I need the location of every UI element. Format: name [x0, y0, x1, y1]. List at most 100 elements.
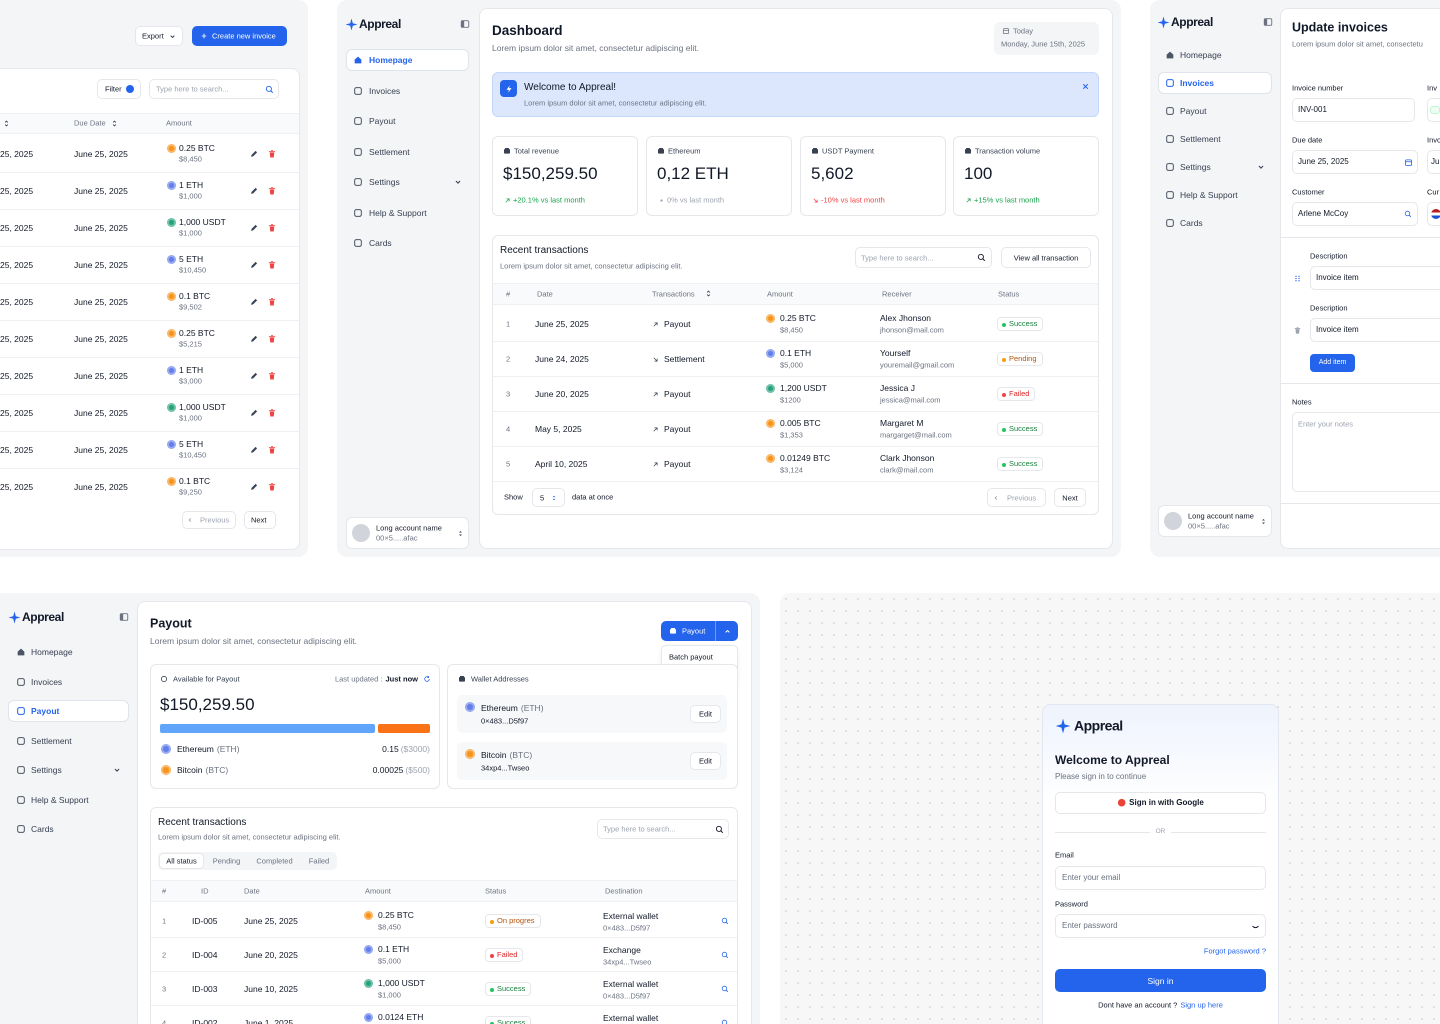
search-icon[interactable]: [721, 1019, 729, 1024]
nav-item[interactable]: Settings: [1180, 161, 1211, 172]
pencil-icon[interactable]: [249, 482, 259, 492]
nav-item[interactable]: Homepage: [1180, 49, 1222, 60]
trash-icon[interactable]: [267, 260, 277, 270]
link[interactable]: Sign up here: [1180, 1000, 1223, 1010]
tab[interactable]: Pending: [212, 856, 241, 866]
trash-icon[interactable]: [267, 223, 277, 233]
nav-item[interactable]: Cards: [369, 237, 392, 248]
trash-icon[interactable]: [267, 149, 277, 159]
primary-button[interactable]: [1055, 969, 1266, 992]
tab[interactable]: All status: [166, 856, 197, 866]
button[interactable]: [1001, 247, 1091, 268]
input[interactable]: [1055, 866, 1266, 890]
pencil-icon[interactable]: [249, 371, 259, 381]
input[interactable]: [1292, 412, 1440, 492]
nav-item[interactable]: Settlement: [1180, 133, 1221, 144]
primary-button[interactable]: [192, 26, 287, 46]
nav-item[interactable]: Help & Support: [369, 207, 427, 218]
input[interactable]: [1310, 318, 1440, 342]
nav-item[interactable]: Payout: [1180, 105, 1207, 116]
chev-icon[interactable]: [453, 177, 463, 187]
nav-item[interactable]: Invoices: [1180, 77, 1215, 88]
select-value[interactable]: 5: [540, 493, 545, 502]
eye-icon[interactable]: [1251, 922, 1260, 931]
search-icon[interactable]: [721, 951, 729, 959]
chev-icon[interactable]: [112, 765, 122, 775]
pencil-icon[interactable]: [249, 334, 259, 344]
button-label[interactable]: Previous: [200, 515, 230, 525]
pencil-icon[interactable]: [249, 260, 259, 270]
nav-item[interactable]: Payout: [31, 705, 60, 716]
button-label[interactable]: Create new invoice: [212, 31, 276, 41]
input-placeholder[interactable]: Enter password: [1062, 921, 1118, 931]
refresh-icon[interactable]: [423, 675, 431, 683]
nav-item[interactable]: Help & Support: [1180, 189, 1238, 200]
nav-item[interactable]: Cards: [31, 823, 54, 834]
pencil-icon[interactable]: [249, 223, 259, 233]
input[interactable]: [1055, 914, 1266, 938]
button-label[interactable]: Export: [142, 31, 164, 41]
textarea-placeholder[interactable]: Enter your notes: [1298, 419, 1354, 429]
button-label[interactable]: Edit: [699, 709, 712, 719]
pencil-icon[interactable]: [249, 445, 259, 455]
input-value[interactable]: Arlene McCoy: [1298, 209, 1349, 219]
search-icon[interactable]: [721, 985, 729, 993]
input[interactable]: [597, 819, 729, 839]
pencil-icon[interactable]: [249, 297, 259, 307]
tab[interactable]: Failed: [308, 856, 330, 866]
nav-item[interactable]: Settings: [369, 176, 400, 187]
button-label[interactable]: Sign in with Google: [1117, 798, 1204, 808]
button[interactable]: [97, 79, 141, 99]
trash-icon[interactable]: [267, 445, 277, 455]
tab[interactable]: Completed: [256, 856, 293, 866]
input-value[interactable]: Invoice item: [1316, 273, 1359, 283]
input-value[interactable]: June 25, 2025: [1298, 157, 1349, 167]
chevup-icon[interactable]: [723, 627, 732, 636]
pencil-icon[interactable]: [249, 149, 259, 159]
input-value[interactable]: INV-001: [1298, 105, 1327, 115]
nav-item[interactable]: Homepage: [369, 54, 413, 65]
button[interactable]: [690, 705, 721, 723]
button[interactable]: [1054, 488, 1086, 507]
nav-item[interactable]: Help & Support: [31, 794, 89, 805]
close-icon[interactable]: [1081, 82, 1090, 91]
pencil-icon[interactable]: [249, 186, 259, 196]
button-label[interactable]: Edit: [699, 756, 712, 766]
button-label[interactable]: View all transaction: [1013, 253, 1079, 262]
button[interactable]: [135, 26, 183, 46]
collapse-icon[interactable]: [460, 19, 470, 29]
input-placeholder[interactable]: Enter your email: [1062, 873, 1121, 883]
nav-item[interactable]: Invoices: [369, 85, 401, 96]
button[interactable]: [690, 752, 721, 770]
button[interactable]: [987, 488, 1046, 507]
input[interactable]: [855, 247, 992, 268]
input[interactable]: [532, 488, 565, 507]
primary-button[interactable]: [661, 621, 738, 641]
search-icon[interactable]: [721, 917, 729, 925]
button-label[interactable]: Add item: [1318, 358, 1347, 366]
chev-icon[interactable]: [1256, 162, 1266, 172]
button-label[interactable]: Previous: [1007, 493, 1037, 502]
nav-item[interactable]: Homepage: [31, 646, 73, 657]
trash-icon[interactable]: [267, 482, 277, 492]
button-label[interactable]: Filter: [105, 84, 122, 94]
button-label[interactable]: Sign in: [1147, 975, 1174, 986]
input[interactable]: [1310, 266, 1440, 290]
input[interactable]: [149, 79, 279, 99]
pencil-icon[interactable]: [249, 408, 259, 418]
input[interactable]: [1292, 98, 1415, 122]
trash-icon[interactable]: [1293, 326, 1302, 335]
nav-item[interactable]: Settlement: [369, 146, 410, 157]
input[interactable]: [1427, 150, 1440, 174]
grip-icon[interactable]: [1293, 274, 1302, 283]
button[interactable]: [182, 511, 236, 529]
button-label[interactable]: Next: [251, 515, 267, 525]
input[interactable]: [1292, 202, 1418, 226]
primary-button[interactable]: [1310, 354, 1355, 372]
nav-item[interactable]: Settlement: [31, 735, 72, 746]
button-label[interactable]: Next: [1062, 493, 1078, 502]
nav-item[interactable]: Payout: [369, 115, 396, 126]
button-label[interactable]: Payout: [682, 626, 706, 636]
input[interactable]: [1292, 150, 1418, 174]
collapse-icon[interactable]: [119, 612, 129, 622]
